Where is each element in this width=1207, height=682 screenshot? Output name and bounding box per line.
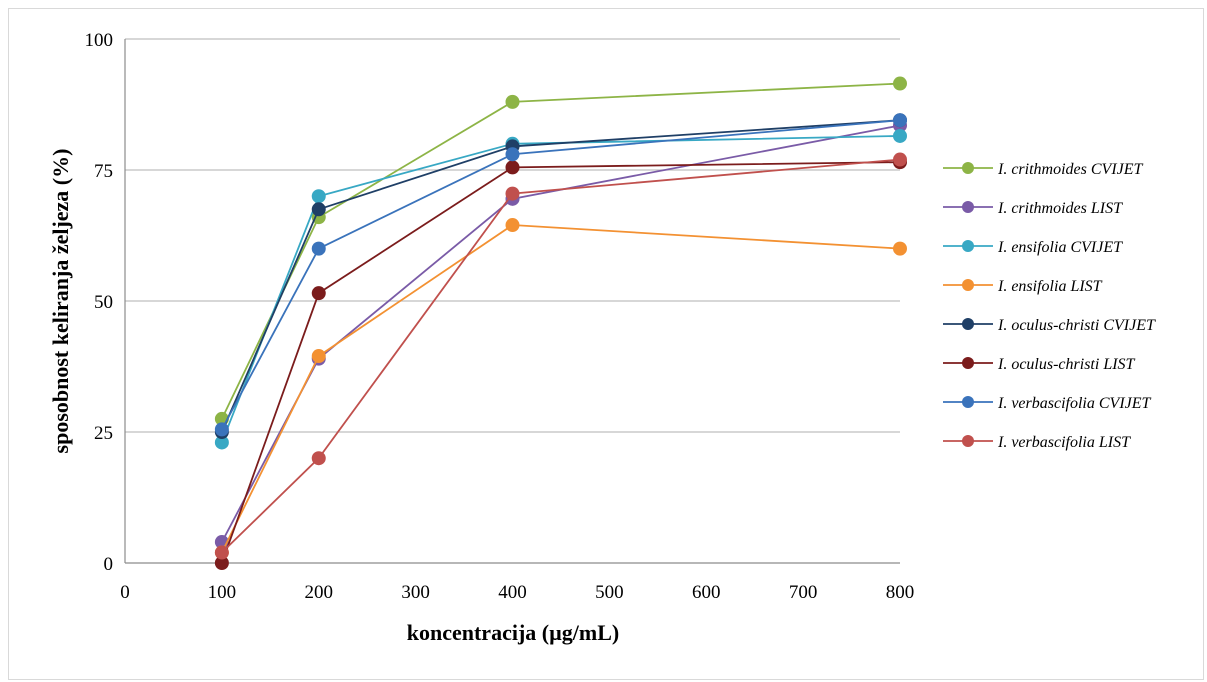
data-point <box>311 202 326 217</box>
series-line <box>221 119 901 433</box>
y-tick-label: 50 <box>94 292 113 313</box>
series-line <box>221 158 901 554</box>
data-point <box>214 545 229 560</box>
legend: I. crithmoides CVIJET I. crithmoides LIST… <box>943 161 1156 451</box>
legend-swatch-marker <box>962 357 974 369</box>
data-point <box>214 422 229 437</box>
x-tick-label: 800 <box>886 582 915 603</box>
legend-swatch-marker <box>962 279 974 291</box>
legend-item-7: I. verbascifolia CVIJET <box>943 395 1152 412</box>
legend-swatch-marker <box>962 201 974 213</box>
legend-swatch-marker <box>962 162 974 174</box>
legend-label: I. verbascifolia LIST <box>997 434 1131 451</box>
chart-frame <box>8 8 1204 680</box>
x-tick-label: 200 <box>305 582 334 603</box>
legend-item-2: I. crithmoides LIST <box>943 200 1123 217</box>
x-tick-label: 0 <box>120 582 130 603</box>
legend-label: I. crithmoides CVIJET <box>997 161 1144 178</box>
x-tick-label: 500 <box>595 582 624 603</box>
series-5 <box>214 113 907 439</box>
legend-label: I. crithmoides LIST <box>997 200 1123 217</box>
data-point <box>505 147 520 162</box>
legend-swatch-marker <box>962 435 974 447</box>
legend-item-5: I. oculus-christi CVIJET <box>943 317 1156 334</box>
x-tick-label: 600 <box>692 582 721 603</box>
data-point <box>893 76 907 91</box>
data-point <box>893 113 907 128</box>
legend-swatch-marker <box>962 396 974 408</box>
x-tick-label: 300 <box>401 582 430 603</box>
data-point <box>505 94 520 109</box>
legend-item-1: I. crithmoides CVIJET <box>943 161 1144 178</box>
legend-swatch-marker <box>962 240 974 252</box>
legend-label: I. ensifolia LIST <box>997 278 1103 295</box>
legend-swatch-marker <box>962 318 974 330</box>
y-axis-title: sposobnost keliranja željeza (%) <box>48 149 73 454</box>
y-tick-label: 75 <box>94 161 113 182</box>
data-point <box>311 349 326 364</box>
data-point <box>311 286 326 301</box>
data-point <box>505 218 520 233</box>
data-point <box>505 160 520 175</box>
legend-item-4: I. ensifolia LIST <box>943 278 1103 295</box>
series-7 <box>214 113 907 437</box>
series-2 <box>214 118 907 550</box>
x-tick-label: 400 <box>498 582 527 603</box>
legend-label: I. oculus-christi LIST <box>997 356 1136 373</box>
series-8 <box>214 152 907 560</box>
data-point <box>214 556 229 570</box>
data-point <box>214 435 229 450</box>
x-axis-title: koncentracija (µg/mL) <box>407 620 619 645</box>
y-tick-label: 100 <box>85 30 114 51</box>
series-line <box>221 224 901 553</box>
legend-item-6: I. oculus-christi LIST <box>943 356 1136 373</box>
y-tick-label: 0 <box>104 554 114 575</box>
series-4 <box>214 218 907 560</box>
series-line <box>221 119 901 430</box>
x-tick-label: 700 <box>789 582 818 603</box>
data-point <box>311 189 326 204</box>
x-tick-labels: 0 100 200 300 400 500 600 700 800 <box>120 582 914 603</box>
data-point <box>893 128 907 143</box>
series-line <box>221 124 901 543</box>
data-point <box>505 186 520 201</box>
data-point <box>311 241 326 256</box>
axes <box>124 39 900 564</box>
y-tick-label: 25 <box>94 423 113 444</box>
series-line <box>221 161 901 564</box>
legend-item-3: I. ensifolia CVIJET <box>943 239 1123 256</box>
data-point <box>893 152 907 167</box>
data-series <box>214 76 907 570</box>
y-tick-labels: 0 25 50 75 100 <box>85 30 114 575</box>
legend-item-8: I. verbascifolia LIST <box>943 434 1131 451</box>
legend-label: I. verbascifolia CVIJET <box>997 395 1152 412</box>
legend-label: I. ensifolia CVIJET <box>997 239 1123 256</box>
data-point <box>893 241 907 256</box>
legend-label: I. oculus-christi CVIJET <box>997 317 1156 334</box>
x-tick-label: 100 <box>208 582 237 603</box>
data-point <box>311 451 326 466</box>
